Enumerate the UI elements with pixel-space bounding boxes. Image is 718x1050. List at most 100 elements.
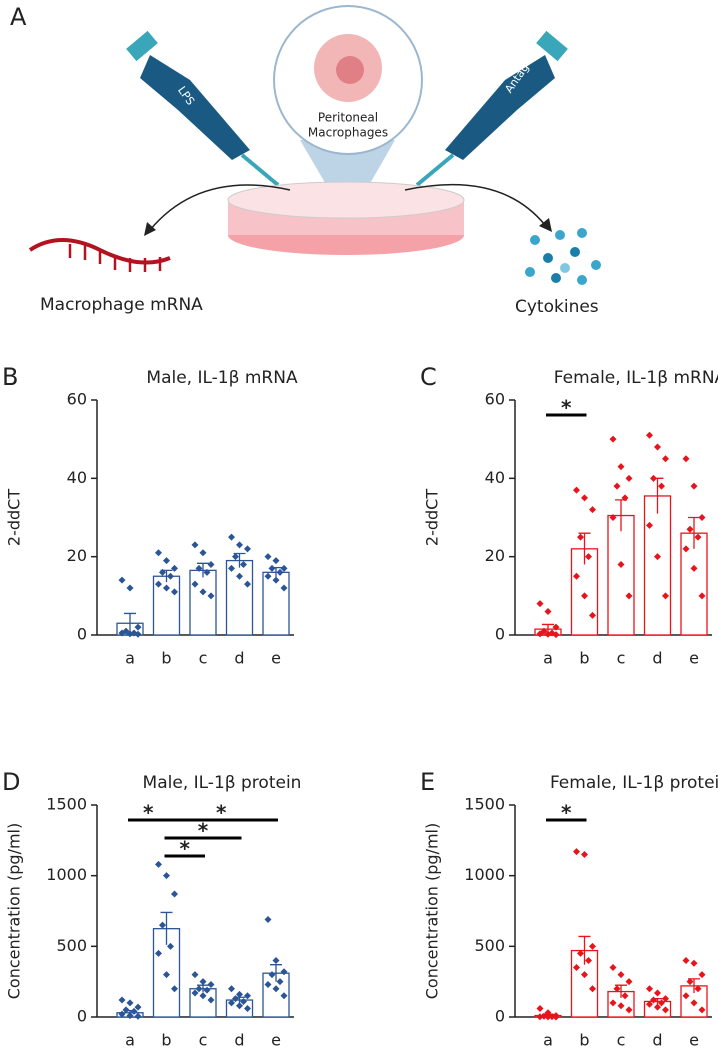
data-point	[130, 1007, 138, 1015]
y-tick-label: 0	[495, 1007, 505, 1026]
error-bar	[615, 984, 627, 998]
arrow-head	[144, 222, 156, 236]
data-point	[552, 631, 560, 639]
data-point	[272, 576, 280, 584]
y-tick-label: 0	[77, 625, 87, 644]
x-tick-label: e	[271, 649, 281, 668]
data-point	[573, 964, 580, 972]
data-point	[240, 997, 247, 1005]
error-bar	[578, 532, 591, 565]
data-point	[682, 956, 690, 964]
error-bar	[270, 964, 282, 982]
data-point	[155, 549, 162, 557]
data-point	[536, 600, 544, 608]
y-tick-label: 20	[485, 546, 505, 565]
data-point	[264, 980, 272, 988]
data-point	[552, 623, 560, 631]
data-point	[613, 985, 621, 993]
data-point	[662, 592, 669, 600]
data-point	[207, 592, 215, 600]
data-point	[544, 1009, 552, 1017]
significance-label: *	[216, 801, 227, 825]
data-point	[264, 553, 272, 561]
data-point	[228, 533, 235, 541]
data-point	[585, 956, 592, 964]
data-point	[236, 541, 243, 549]
data-point	[163, 872, 170, 880]
data-point	[690, 482, 698, 490]
data-point	[690, 959, 698, 967]
significance-label: *	[561, 801, 572, 825]
data-point	[662, 455, 669, 463]
x-tick-label: b	[579, 649, 589, 668]
data-point	[244, 1005, 251, 1013]
data-point	[650, 474, 657, 482]
data-point	[159, 921, 166, 929]
data-point	[698, 971, 706, 979]
error-bar	[688, 516, 700, 549]
data-point	[118, 1010, 126, 1018]
y-tick-label: 40	[485, 468, 505, 487]
data-point	[191, 989, 199, 997]
data-point	[134, 1003, 142, 1011]
arrow-head	[539, 218, 552, 232]
data-point	[199, 549, 207, 557]
data-point	[694, 533, 702, 541]
data-point	[199, 588, 207, 596]
data-point	[690, 999, 698, 1007]
data-point	[646, 521, 653, 529]
data-point	[625, 1006, 633, 1014]
data-point	[167, 572, 174, 580]
data-point	[577, 949, 584, 957]
chart-title: Male, IL-1β mRNA	[146, 368, 298, 388]
data-point	[118, 996, 126, 1004]
data-point	[167, 942, 174, 950]
data-point	[577, 533, 584, 541]
panel-label: C	[420, 363, 437, 391]
data-point	[589, 611, 596, 619]
data-point	[195, 564, 203, 572]
mrna	[68, 244, 162, 272]
data-point	[581, 971, 588, 979]
data-point	[690, 564, 698, 572]
data-point	[548, 1013, 556, 1021]
data-point	[126, 999, 134, 1007]
data-point	[122, 1006, 130, 1014]
data-point	[264, 915, 272, 923]
data-point	[617, 1002, 625, 1010]
significance-label: *	[561, 396, 572, 420]
error-bar	[160, 911, 173, 945]
data-point	[280, 992, 288, 1000]
error-bar	[578, 935, 591, 965]
x-tick-label: d	[234, 649, 244, 668]
data-point	[276, 568, 284, 576]
data-point	[240, 561, 247, 568]
data-point	[280, 968, 288, 976]
data-point	[276, 978, 284, 986]
data-point	[544, 630, 552, 638]
significance-label: *	[198, 819, 209, 843]
y-tick-label: 0	[77, 1007, 87, 1026]
data-point	[682, 545, 690, 553]
data-point	[228, 985, 235, 993]
y-tick-label: 0	[495, 625, 505, 644]
data-point	[163, 557, 170, 565]
data-point	[126, 1012, 134, 1020]
data-point	[694, 985, 702, 993]
data-point	[617, 971, 625, 979]
y-axis-label: Concentration (pg/ml)	[423, 823, 442, 1000]
x-tick-label: a	[543, 1031, 553, 1050]
data-point	[199, 992, 207, 1000]
data-point	[118, 576, 126, 584]
data-point	[280, 564, 288, 572]
x-tick-label: e	[271, 1031, 281, 1050]
data-point	[698, 1006, 706, 1014]
significance-label: *	[180, 837, 191, 861]
data-point	[155, 949, 162, 957]
data-point	[171, 890, 178, 898]
output-label: Cytokines	[515, 297, 599, 317]
data-point	[654, 443, 661, 451]
data-point	[244, 545, 251, 553]
data-point	[617, 561, 625, 568]
arrow	[404, 184, 546, 226]
